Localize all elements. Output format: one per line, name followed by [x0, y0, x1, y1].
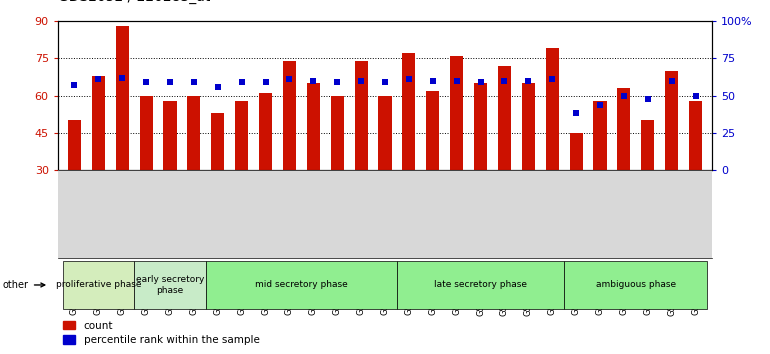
Point — [164, 79, 176, 85]
Bar — [330, 96, 343, 244]
Bar — [498, 66, 511, 244]
Bar — [397, 261, 564, 309]
Text: late secretory phase: late secretory phase — [434, 280, 527, 290]
Point — [618, 93, 630, 98]
Point — [331, 79, 343, 85]
Bar — [474, 83, 487, 244]
Bar — [163, 101, 176, 244]
Bar — [689, 101, 702, 244]
Point — [116, 75, 129, 81]
Point — [307, 78, 320, 84]
Point — [379, 79, 391, 85]
Point — [450, 78, 463, 84]
Bar — [211, 113, 224, 244]
Text: ambiguous phase: ambiguous phase — [596, 280, 676, 290]
Bar — [354, 61, 368, 244]
Text: other: other — [3, 280, 45, 290]
Legend: count, percentile rank within the sample: count, percentile rank within the sample — [63, 321, 259, 345]
Point — [498, 78, 511, 84]
Point — [570, 110, 582, 116]
Point — [259, 79, 272, 85]
Text: early secretory
phase: early secretory phase — [136, 275, 204, 295]
Bar — [92, 76, 105, 244]
Bar — [378, 96, 392, 244]
Bar — [134, 261, 206, 309]
Point — [355, 78, 367, 84]
Point — [188, 79, 200, 85]
Bar — [306, 83, 320, 244]
Point — [689, 93, 701, 98]
Point — [665, 78, 678, 84]
Bar — [665, 71, 678, 244]
Point — [546, 76, 558, 82]
Bar — [139, 96, 152, 244]
Point — [474, 79, 487, 85]
Text: proliferative phase: proliferative phase — [55, 280, 141, 290]
Bar — [235, 101, 248, 244]
Point — [92, 76, 105, 82]
Point — [522, 78, 534, 84]
Bar — [564, 261, 708, 309]
Point — [283, 76, 296, 82]
Bar — [187, 96, 200, 244]
Point — [236, 79, 248, 85]
Bar — [546, 48, 559, 244]
Bar — [68, 120, 81, 244]
Bar — [283, 61, 296, 244]
Point — [641, 96, 654, 101]
Bar — [402, 53, 416, 244]
Bar — [259, 93, 272, 244]
Point — [403, 76, 415, 82]
Point — [69, 82, 81, 88]
Bar — [522, 83, 535, 244]
Point — [594, 102, 606, 107]
Point — [140, 79, 152, 85]
Point — [427, 78, 439, 84]
Text: GDS2052 / 220283_at: GDS2052 / 220283_at — [58, 0, 210, 4]
Bar — [116, 26, 129, 244]
Bar — [450, 56, 464, 244]
Bar — [62, 261, 134, 309]
Text: mid secretory phase: mid secretory phase — [255, 280, 348, 290]
Bar — [594, 101, 607, 244]
Bar — [570, 133, 583, 244]
Bar — [427, 91, 440, 244]
Point — [212, 84, 224, 90]
Bar — [618, 88, 631, 244]
Bar — [641, 120, 654, 244]
Bar — [206, 261, 397, 309]
